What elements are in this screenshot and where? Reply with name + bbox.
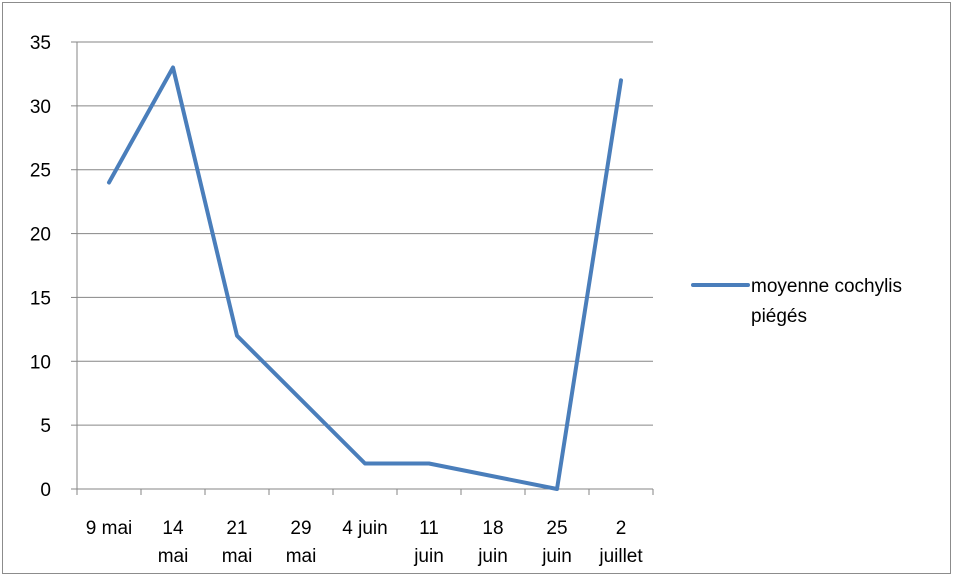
x-tick-label: 2 <box>616 518 627 539</box>
x-tick-label: 21 <box>226 518 247 539</box>
x-tick-label: juin <box>413 546 444 567</box>
gridlines <box>77 41 653 426</box>
series-lines <box>107 65 623 491</box>
x-tick-label: 11 <box>419 518 439 539</box>
series-line-0 <box>107 65 623 491</box>
y-tick-label: 30 <box>30 97 51 118</box>
x-tick-label: mai <box>286 546 317 567</box>
legend-label: moyenne cochylis <box>751 276 902 297</box>
y-tick-label: 0 <box>40 480 51 501</box>
y-tick-label: 20 <box>30 225 51 246</box>
y-tick-label: 15 <box>30 288 51 309</box>
y-tick-label: 5 <box>40 416 51 437</box>
x-tick-label: juin <box>541 546 572 567</box>
x-tick-label: mai <box>222 546 253 567</box>
y-tick-labels: 0 5 10 15 20 25 30 35 <box>30 33 51 501</box>
y-tick-label: 25 <box>30 161 51 182</box>
x-tick-label: 25 <box>546 518 567 539</box>
line-chart: 0 5 10 15 20 25 30 35 9 mai 14 mai 21 mai 29 mai 4 jui… <box>30 33 902 567</box>
x-tick-label: 18 <box>482 518 503 539</box>
legend: moyenne cochylis piégés <box>691 276 902 327</box>
x-tick-label: 9 mai <box>86 518 132 539</box>
legend-label: piégés <box>751 306 807 327</box>
x-tick-label: 4 juin <box>342 518 387 539</box>
x-tick-label: 14 <box>162 518 184 539</box>
x-tick-label: juin <box>477 546 508 567</box>
y-tick-label: 10 <box>30 352 51 373</box>
y-tick-label: 35 <box>30 33 51 54</box>
x-tick-labels: 9 mai 14 mai 21 mai 29 mai 4 juin 11 juin 18 juin 25… <box>86 518 644 567</box>
x-tick-label: mai <box>158 546 189 567</box>
x-tick-label: 29 <box>290 518 311 539</box>
x-tick-label: juillet <box>598 546 643 567</box>
